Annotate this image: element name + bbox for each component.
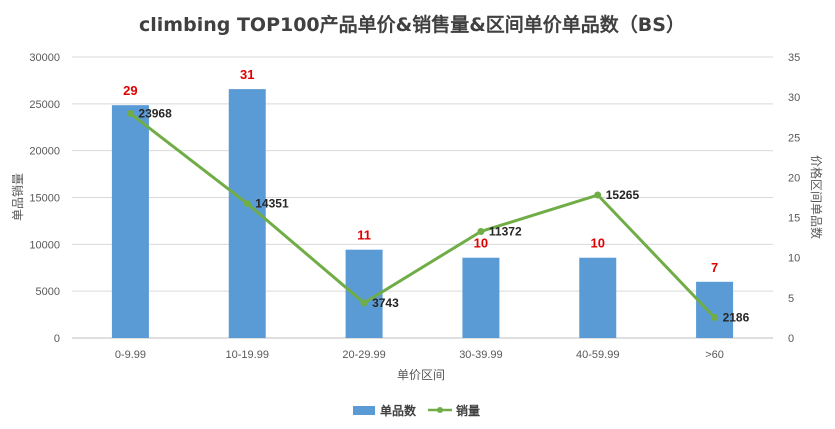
legend: 单品数 销量 <box>353 403 480 418</box>
bar-data-label: 11 <box>357 228 371 243</box>
legend-bar-label: 单品数 <box>380 403 417 418</box>
chart-title: climbing TOP100产品单价&销售量&区间单价单品数（BS） <box>139 13 685 36</box>
bar-data-label: 7 <box>711 260 718 275</box>
x-tick-label: 40-59.99 <box>576 349 619 361</box>
legend-line-marker <box>437 407 443 413</box>
x-tick-label: >60 <box>705 349 724 361</box>
y-axis-right-label: 价格区间单品数 <box>809 155 824 239</box>
y-right-tick-label: 5 <box>788 293 794 305</box>
line-point <box>243 200 251 208</box>
line-data-label: 15265 <box>606 188 640 202</box>
line-point <box>594 191 602 199</box>
y-left-tick-label: 10000 <box>29 239 60 251</box>
bar-data-label: 29 <box>123 83 137 98</box>
line-data-label: 23968 <box>138 106 172 120</box>
bar <box>579 257 617 338</box>
x-axis-label: 单价区间 <box>397 368 445 382</box>
bar <box>462 257 500 338</box>
y-right-tick-label: 30 <box>788 92 800 104</box>
legend-line-label: 销量 <box>456 403 480 418</box>
y-right-tick-label: 35 <box>788 52 800 64</box>
line-point <box>360 299 368 307</box>
x-tick-label: 10-19.99 <box>226 349 269 361</box>
line-data-label: 14351 <box>255 197 289 211</box>
line-data-label: 11372 <box>489 224 522 238</box>
bar-data-label: 31 <box>240 67 254 82</box>
x-axis-ticks: 0-9.99 10-19.99 20-29.99 30-39.99 40-59.99 >6… <box>115 349 724 361</box>
y-right-tick-label: 0 <box>788 333 794 345</box>
bar-data-label: 10 <box>591 236 605 251</box>
bar-series: 29 31 11 10 10 7 <box>111 67 734 339</box>
x-tick-label: 30-39.99 <box>459 349 502 361</box>
line-data-label: 3743 <box>372 296 399 310</box>
y-axis-left-label: 单品销量 <box>11 173 25 221</box>
line-point <box>711 314 719 322</box>
sales-line <box>129 112 716 319</box>
right-axis-ticks: 0 5 10 15 20 25 30 35 <box>788 52 800 345</box>
y-right-tick-label: 25 <box>788 132 800 144</box>
x-tick-label: 0-9.99 <box>115 349 146 361</box>
y-right-tick-label: 10 <box>788 253 800 265</box>
y-left-tick-label: 20000 <box>29 146 60 158</box>
y-left-tick-label: 30000 <box>29 52 60 64</box>
y-right-tick-label: 20 <box>788 172 800 184</box>
line-point <box>126 109 134 117</box>
bar-data-label: 10 <box>474 236 488 251</box>
left-axis-ticks: 0 5000 10000 15000 20000 25000 30000 <box>29 52 60 345</box>
y-left-tick-label: 5000 <box>36 286 60 298</box>
gridlines <box>72 56 773 339</box>
y-left-tick-label: 25000 <box>29 99 60 111</box>
bar <box>696 281 734 338</box>
bar <box>111 105 149 339</box>
x-tick-label: 20-29.99 <box>342 349 385 361</box>
line-series: 23968 14351 3743 11372 15265 2186 <box>126 106 750 325</box>
y-left-tick-label: 0 <box>54 333 60 345</box>
line-point <box>477 227 485 235</box>
y-right-tick-label: 15 <box>788 213 800 225</box>
line-data-label: 2186 <box>723 311 750 325</box>
y-left-tick-label: 15000 <box>29 193 60 205</box>
legend-bar-swatch <box>353 406 375 415</box>
